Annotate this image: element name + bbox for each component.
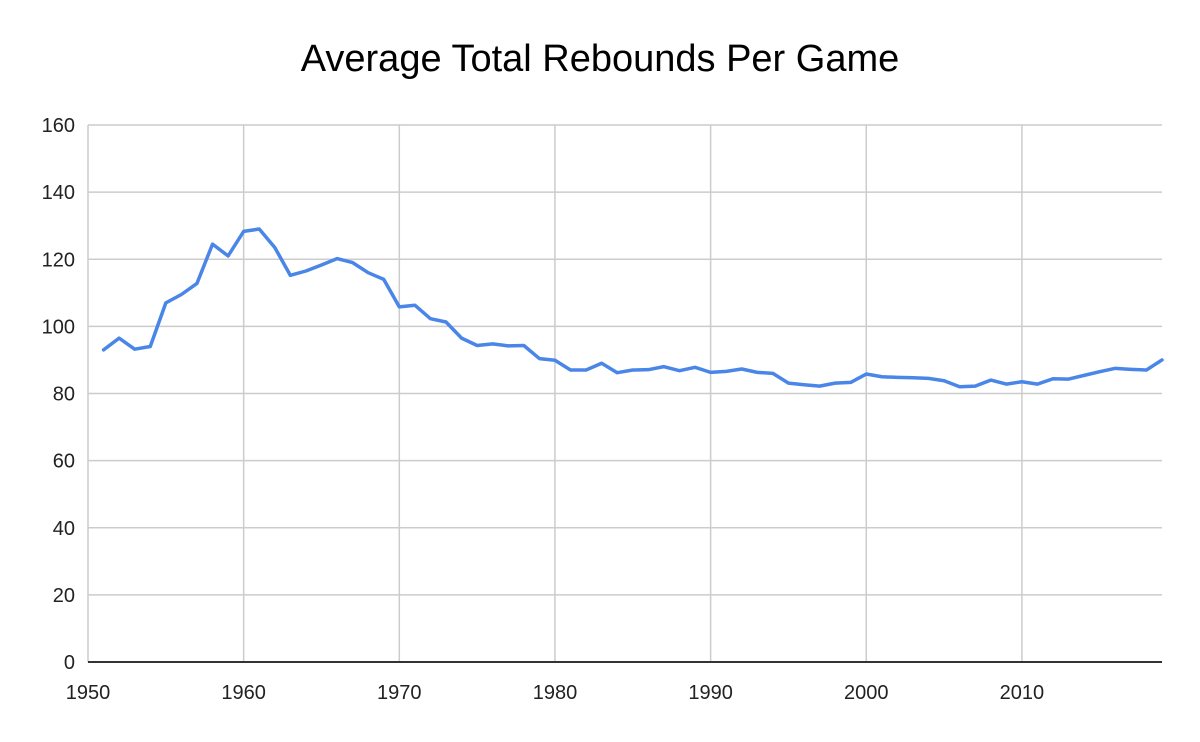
series-layer [101, 227, 1164, 389]
x-tick-label: 1950 [66, 682, 111, 704]
x-tick-label: 1960 [221, 682, 266, 704]
y-tick-label: 40 [53, 518, 75, 540]
grid-lines [88, 124, 1162, 662]
y-tick-label: 0 [64, 652, 75, 674]
series-line [101, 227, 1164, 389]
x-tick-label: 1970 [377, 682, 422, 704]
y-tick-label: 20 [53, 585, 75, 607]
x-tick-label: 1990 [688, 682, 733, 704]
axes [87, 125, 1162, 663]
y-tick-label: 100 [42, 316, 75, 338]
x-tick-label: 2000 [844, 682, 889, 704]
tick-labels: 0 20 40 60 80 100 120 140 160 1950 1960 1970 1980 199… [42, 115, 1045, 704]
x-tick-label: 1980 [533, 682, 578, 704]
y-tick-label: 160 [42, 115, 75, 137]
y-tick-label: 140 [42, 182, 75, 204]
chart-title: Average Total Rebounds Per Game [300, 38, 900, 80]
x-tick-label: 2010 [1000, 682, 1045, 704]
y-tick-label: 80 [53, 384, 75, 406]
y-tick-label: 60 [53, 451, 75, 473]
y-tick-label: 120 [42, 249, 75, 271]
